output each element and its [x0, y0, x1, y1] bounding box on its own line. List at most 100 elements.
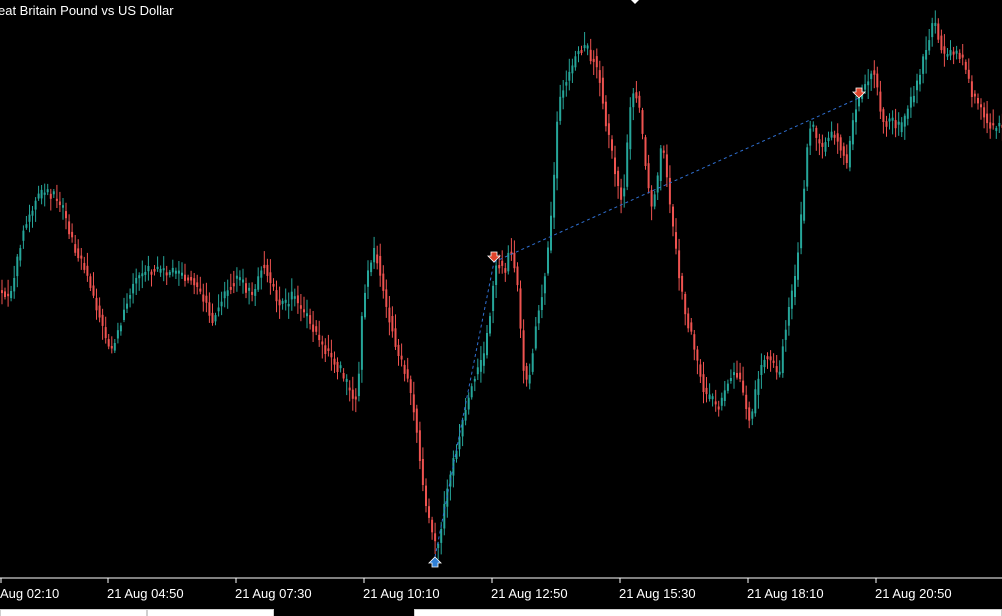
candle-body [22, 230, 25, 241]
candle-body [321, 341, 324, 345]
candle-body [870, 73, 873, 80]
candle-body [690, 322, 693, 332]
candle-body [851, 120, 854, 145]
candle-body [973, 93, 976, 97]
candle-body [565, 82, 568, 86]
candle-body [534, 326, 537, 349]
candle-body [629, 107, 632, 150]
buy-arrow-icon[interactable] [428, 556, 442, 568]
candle-body [620, 187, 623, 200]
x-axis-ticks: Aug 02:10 21 Aug 04:50 21 Aug 07:30 21 Aug … [0, 578, 952, 601]
candle-body [235, 275, 238, 279]
candle-body [147, 266, 150, 272]
candle-body [336, 361, 339, 372]
candle-body [135, 277, 138, 284]
candle-body [65, 211, 67, 219]
candle-body [68, 221, 71, 235]
candle-body [778, 371, 781, 375]
candle-body [382, 273, 385, 291]
candle-body [528, 374, 531, 384]
candle-body [650, 190, 653, 207]
candle-body [327, 348, 330, 351]
candle-body [391, 316, 394, 332]
candle-body [55, 198, 58, 201]
candle-body [40, 189, 43, 199]
candle-body [537, 310, 540, 324]
candle-body [315, 326, 318, 332]
bottom-tab[interactable] [0, 609, 147, 616]
candle-body [19, 248, 22, 261]
candle-body [62, 205, 64, 208]
candle-body [702, 374, 705, 392]
candle-body [431, 519, 434, 533]
candle-body [16, 256, 19, 277]
candle-body [74, 244, 77, 253]
bottom-tab[interactable] [414, 609, 1002, 616]
candle-body [961, 54, 964, 58]
candle-body [864, 84, 867, 90]
candle-body [351, 389, 354, 399]
candle-body [333, 358, 336, 365]
candle-body [199, 288, 202, 292]
candle-body [977, 98, 979, 104]
candle-body [37, 193, 40, 199]
candle-body [909, 96, 912, 108]
sell-arrow-icon[interactable] [852, 87, 866, 99]
candle-body [129, 295, 132, 299]
candle-body [815, 127, 818, 138]
candle-body [723, 390, 726, 401]
x-tick-label: 21 Aug 07:30 [235, 586, 312, 601]
candle-body [998, 123, 1001, 127]
candle-body [7, 293, 10, 297]
candle-body [95, 297, 98, 311]
candle-body [113, 343, 116, 351]
candle-body [202, 294, 205, 302]
candle-body [617, 170, 620, 186]
candle-body [992, 123, 995, 126]
trade-connector-line [434, 261, 495, 558]
sell-arrow-icon[interactable] [487, 251, 501, 263]
candle-body [543, 276, 546, 294]
candle-body [196, 282, 199, 287]
candle-body [583, 45, 586, 49]
candle-body [245, 283, 247, 293]
candle-body [748, 407, 751, 421]
candle-body [790, 290, 793, 309]
candle-body [312, 324, 315, 332]
candle-body [28, 214, 31, 222]
candle-body [348, 387, 351, 391]
candle-body [867, 81, 870, 86]
candle-body [824, 142, 827, 152]
bottom-tab[interactable] [147, 609, 274, 616]
candle-body [586, 45, 589, 49]
candle-body [934, 22, 937, 26]
candle-body [138, 275, 141, 279]
candle-body [559, 96, 562, 121]
candle-body [601, 77, 604, 104]
candle-body [964, 61, 967, 70]
candle-body [626, 142, 629, 187]
candle-body [223, 291, 226, 299]
candle-body [144, 271, 147, 275]
candle-body [668, 177, 671, 205]
candle-body [400, 355, 403, 360]
candle-body [800, 214, 803, 249]
candle-body [248, 287, 251, 291]
candle-body [1, 290, 3, 294]
candle-body [891, 117, 894, 121]
candle-body [916, 80, 918, 91]
candle-body [467, 397, 470, 410]
candle-body [507, 252, 510, 272]
candle-body [943, 46, 946, 54]
candle-body [855, 109, 857, 123]
candle-body [339, 365, 342, 369]
candle-body [580, 50, 583, 53]
candle-body [693, 334, 696, 350]
candle-body [607, 123, 610, 135]
candle-body [464, 409, 467, 421]
candle-body [665, 154, 668, 178]
candle-body [839, 137, 842, 151]
candle-body [80, 255, 83, 259]
candle-body [925, 50, 928, 60]
